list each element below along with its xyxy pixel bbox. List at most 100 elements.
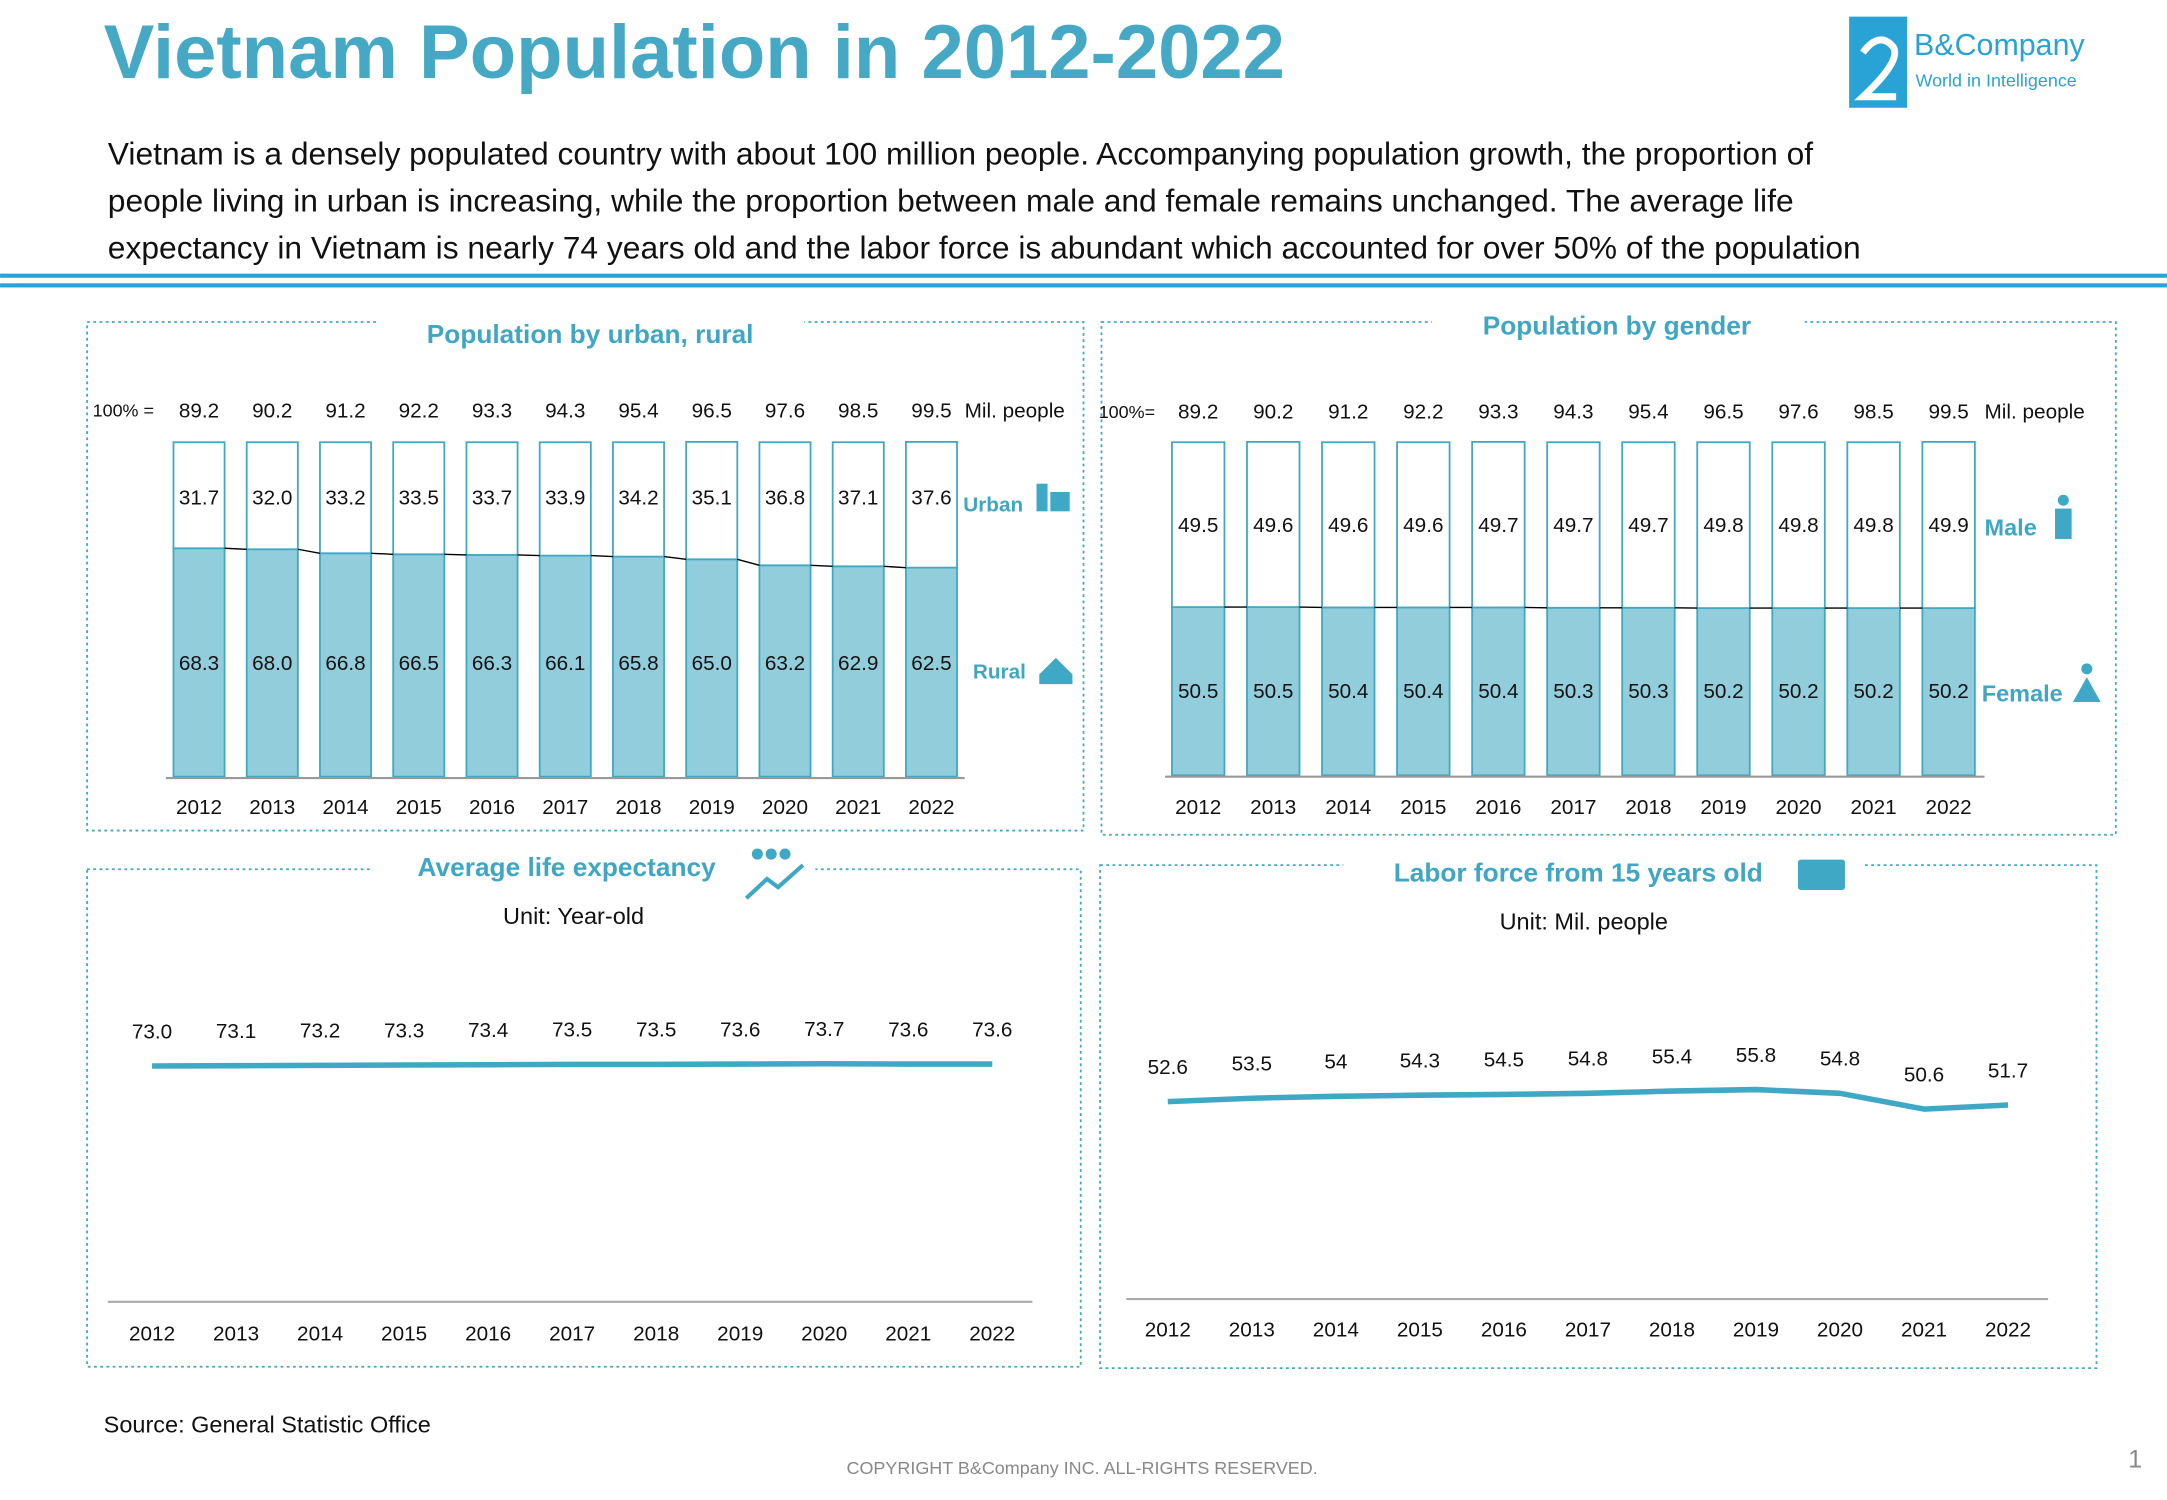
data-label: 68.0 (252, 652, 292, 675)
x-tick-label: 2013 (1229, 1318, 1275, 1341)
x-tick-label: 2014 (1313, 1318, 1359, 1341)
icon-people (751, 848, 763, 860)
bar-segment (172, 441, 226, 550)
x-tick-label: 2018 (1625, 796, 1671, 819)
total-label: 98.5 (838, 399, 878, 422)
icon-trend (744, 863, 805, 900)
data-label: 49.8 (1778, 514, 1818, 537)
data-label: 49.6 (1253, 514, 1293, 537)
title-gap (1431, 306, 1805, 349)
bar-segment (1171, 441, 1226, 608)
bar-segment (685, 558, 739, 778)
bar-segment (538, 441, 592, 557)
bar-segment (1696, 607, 1751, 777)
bar-segment (319, 441, 372, 555)
x-tick-label: 2022 (908, 796, 954, 819)
bar-segment (172, 547, 226, 778)
legend-label: Female (1982, 680, 2063, 706)
bar-segment (1621, 606, 1676, 777)
x-tick-label: 2015 (381, 1322, 427, 1345)
icons (744, 483, 2101, 900)
x-tick-label: 2017 (1550, 796, 1596, 819)
chart-title: Average life expectancy (418, 852, 717, 882)
icon-building (1036, 483, 1048, 512)
data-label: 54.3 (1400, 1049, 1440, 1072)
bar-segment (1846, 607, 1901, 777)
bar-segment (612, 555, 665, 778)
bar-segment (1396, 441, 1451, 609)
bar-segment (612, 441, 665, 558)
rule (0, 273, 2167, 278)
total-label: 94.3 (1553, 401, 1593, 424)
x-tick-label: 2014 (297, 1322, 343, 1345)
connector (444, 553, 467, 556)
bar-segment (758, 441, 812, 567)
bar-segment (319, 552, 372, 778)
data-label: 66.1 (545, 652, 585, 675)
data-label: 32.0 (252, 486, 292, 509)
total-label: 97.6 (765, 399, 805, 422)
data-label: 73.6 (888, 1018, 928, 1041)
x-tick-label: 2017 (549, 1322, 595, 1345)
x-tick-label: 2018 (1649, 1318, 1695, 1341)
page-title: Vietnam Population in 2012-2022 (104, 10, 1285, 95)
total-label: 92.2 (1403, 401, 1443, 424)
data-label: 54.8 (1820, 1048, 1860, 1071)
x-tick-label: 2013 (249, 796, 295, 819)
data-label: 66.8 (325, 652, 365, 675)
x-tick-label: 2015 (396, 796, 442, 819)
chart-subtitle: Unit: Year-old (503, 903, 644, 929)
x-tick-label: 2013 (213, 1322, 259, 1345)
totals-label: 100%= (1099, 402, 1155, 422)
connector (663, 555, 687, 560)
icon-male (2057, 494, 2069, 506)
data-label: 33.9 (545, 486, 585, 509)
data-label: 50.2 (1703, 680, 1743, 703)
data-label: 54.5 (1484, 1049, 1524, 1072)
total-label: 89.2 (179, 399, 219, 422)
bar-segment (465, 554, 519, 778)
data-label: 50.4 (1403, 680, 1443, 703)
legend-label: Male (1985, 515, 2037, 541)
bar-segment (1321, 441, 1376, 609)
legend-label: Urban (963, 493, 1023, 516)
x-tick-label: 2016 (1475, 796, 1521, 819)
total-label: 93.3 (472, 399, 512, 422)
icon-people (779, 848, 791, 860)
x-tick-label: 2019 (1700, 796, 1746, 819)
total-label: 98.5 (1853, 401, 1893, 424)
data-label: 50.6 (1904, 1063, 1944, 1086)
data-label: 50.3 (1628, 680, 1668, 703)
title-gap (378, 312, 805, 354)
total-label: 99.5 (1928, 401, 1968, 424)
data-label: 37.6 (911, 486, 951, 509)
data-label: 62.9 (838, 652, 878, 675)
data-label: 50.3 (1553, 680, 1593, 703)
title-gap (1343, 845, 1862, 895)
data-label: 52.6 (1148, 1056, 1188, 1079)
bar-segment (1471, 606, 1526, 777)
x-tick-label: 2021 (885, 1322, 931, 1345)
data-label: 73.5 (552, 1019, 592, 1042)
data-label: 49.8 (1703, 514, 1743, 537)
data-label: 73.2 (300, 1020, 340, 1043)
bar-segment (1771, 441, 1826, 609)
x-tick-label: 2018 (633, 1322, 679, 1345)
data-label: 54.8 (1568, 1048, 1608, 1071)
x-tick-label: 2012 (129, 1322, 175, 1345)
data-label: 50.2 (1778, 680, 1818, 703)
page-number: 1 (2128, 1445, 2142, 1473)
bar-segment (1246, 441, 1301, 608)
description-line: people living in urban is increasing, wh… (108, 183, 1794, 219)
x-tick-label: 2018 (615, 796, 661, 819)
chart-subtitle: Unit: Mil. people (1500, 908, 1668, 934)
data-label: 73.4 (468, 1019, 508, 1042)
x-tick-label: 2014 (322, 796, 368, 819)
data-label: 35.1 (692, 486, 732, 509)
bar-segment (1771, 607, 1826, 777)
x-tick-label: 2021 (1851, 796, 1897, 819)
data-label: 55.4 (1652, 1045, 1692, 1068)
data-label: 73.0 (132, 1020, 172, 1043)
data-label: 54 (1324, 1051, 1347, 1074)
